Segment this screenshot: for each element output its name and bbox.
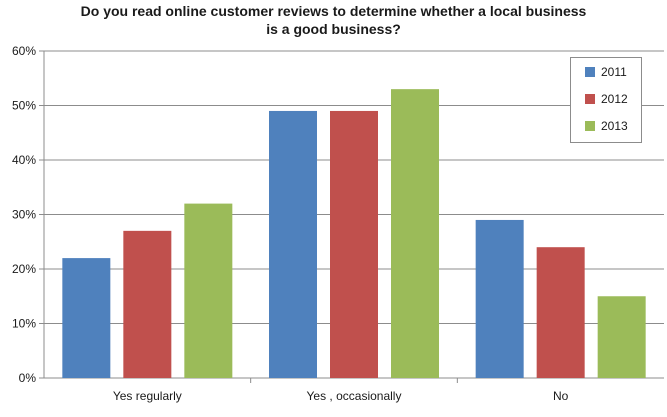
legend-item-2011: 2011 [585,64,627,80]
y-tick-label: 10% [12,317,36,331]
bar-2013-0 [184,203,233,378]
legend-label: 2012 [601,92,628,106]
legend-swatch [585,94,595,104]
bar-2013-1 [391,89,439,379]
bar-2011-2 [475,219,524,378]
chart-legend: 2011 2012 2013 [570,57,642,143]
y-tick-label: 0% [19,371,37,385]
x-tick-label: No [553,389,569,403]
y-tick-label: 40% [12,153,36,167]
legend-label: 2011 [601,65,627,79]
chart-title-line-1: Do you read online customer reviews to d… [80,3,587,19]
chart-title-line-2: is a good business? [266,21,401,37]
bar-2011-0 [62,258,111,378]
legend-swatch [585,121,595,131]
y-tick-label: 60% [12,44,36,58]
legend-item-2013: 2013 [585,118,628,134]
y-tick-label: 30% [12,208,36,222]
x-tick-label: Yes , occasionally [307,389,402,403]
chart-title: Do you read online customer reviews to d… [0,2,667,38]
x-tick-label: Yes regularly [113,389,182,403]
y-tick-label: 20% [12,262,36,276]
bar-2012-0 [123,230,172,378]
legend-item-2012: 2012 [585,91,628,107]
legend-label: 2013 [601,119,628,133]
legend-swatch [585,67,595,77]
bar-2011-1 [269,110,317,378]
bar-2012-2 [536,247,585,378]
bar-2013-2 [597,296,646,378]
y-tick-label: 50% [12,99,36,113]
bar-2012-1 [330,110,378,378]
